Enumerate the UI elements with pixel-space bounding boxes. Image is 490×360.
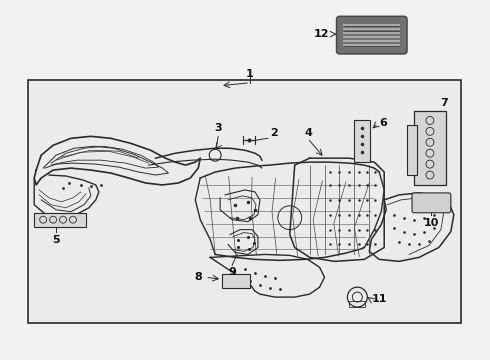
Bar	[28, 80, 461, 323]
Text: 9: 9	[228, 267, 236, 277]
Bar	[222, 274, 250, 288]
Text: 8: 8	[195, 272, 202, 282]
FancyBboxPatch shape	[412, 193, 451, 213]
Text: 10: 10	[423, 218, 439, 228]
Bar	[407, 125, 417, 175]
Text: 6: 6	[379, 118, 387, 129]
Text: 4: 4	[305, 129, 313, 138]
FancyBboxPatch shape	[337, 16, 407, 54]
Text: 12: 12	[314, 29, 329, 39]
Bar	[414, 111, 446, 185]
Bar	[349, 301, 366, 307]
Text: 3: 3	[214, 123, 222, 133]
Text: 5: 5	[52, 235, 60, 244]
Bar	[34, 213, 86, 227]
Bar	[354, 121, 370, 162]
Text: 7: 7	[440, 98, 448, 108]
Text: 1: 1	[246, 69, 254, 79]
Text: 2: 2	[270, 129, 278, 138]
Text: 11: 11	[371, 294, 387, 304]
